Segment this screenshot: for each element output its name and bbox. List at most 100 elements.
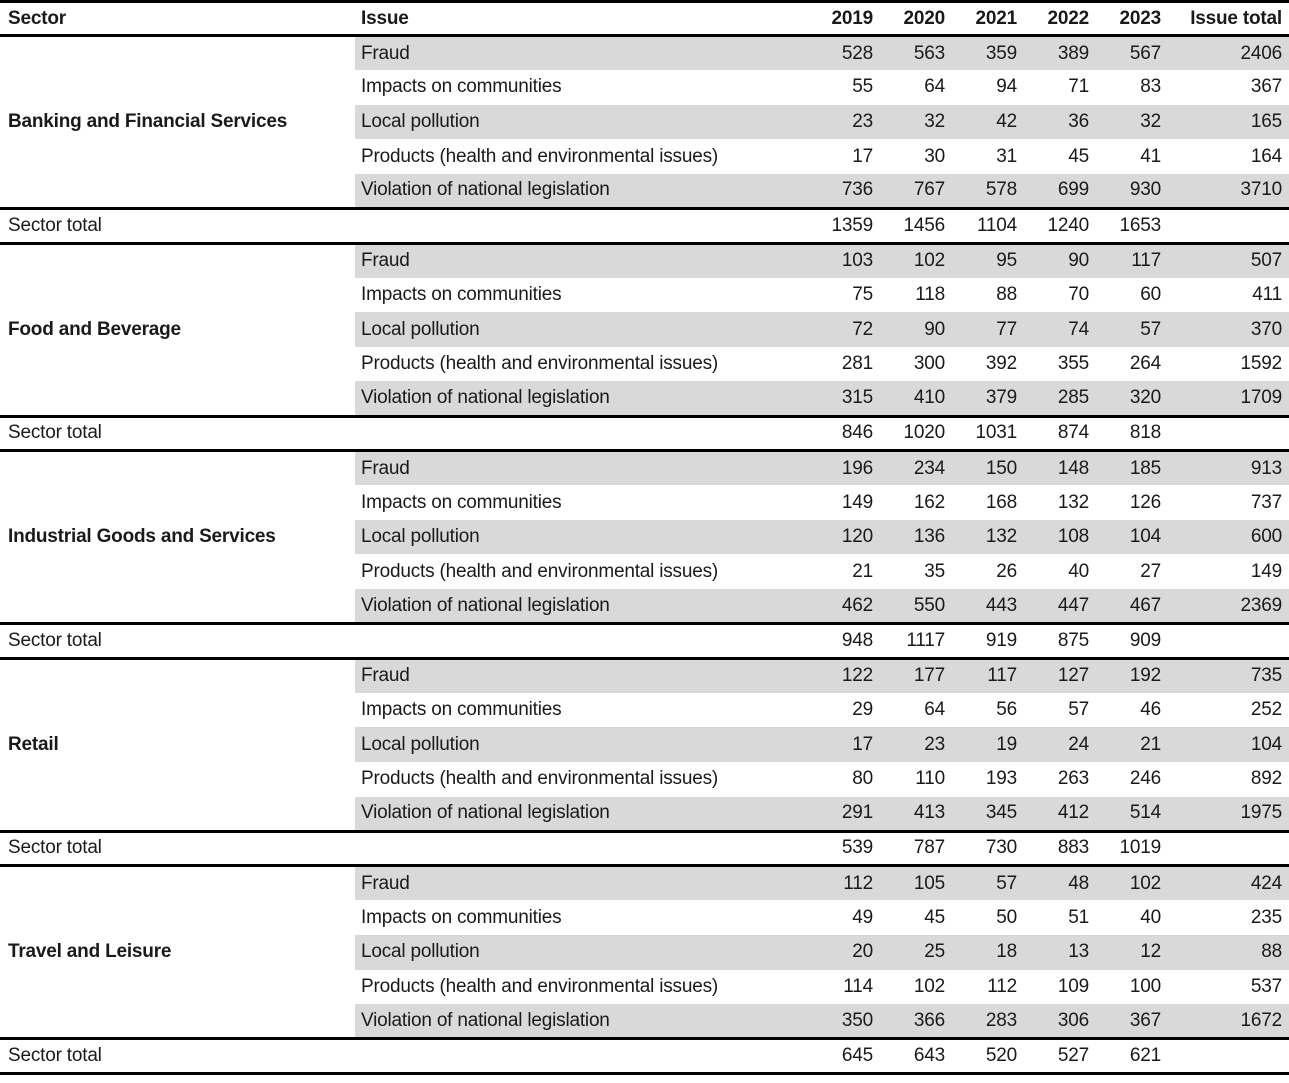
year-value-cell: 578 [952, 173, 1024, 209]
year-value-cell: 104 [1096, 519, 1168, 555]
year-value-cell: 699 [1024, 173, 1096, 209]
sector-cell: Travel and Leisure [0, 865, 355, 1039]
sector-total-value-cell: 846 [841, 422, 873, 444]
sector-total-row: Sector total 948 1117 919 875 909 [0, 623, 1289, 659]
year-value-cell: 17 [852, 145, 873, 167]
year-value-cell: 117 [952, 658, 1024, 693]
year-value-cell: 90 [1024, 243, 1096, 278]
issue-cell: Impacts on communities [361, 906, 562, 928]
issue-row: Banking and Financial Services Fraud 528 56… [0, 35, 1289, 209]
issue-cell: Products (health and environmental issue… [361, 975, 719, 997]
issue-row: Products (health and environmental issue… [0, 970, 1289, 1005]
year-value-cell: 185 [1096, 450, 1168, 486]
year-value-cell: 75 [852, 283, 873, 305]
issue-total-cell: 1709 [1168, 381, 1289, 417]
issue-total-cell: 88 [1168, 934, 1289, 970]
year-value-cell: 767 [880, 173, 952, 209]
issue-cell: Local pollution [355, 104, 810, 140]
year-value-cell: 64 [924, 699, 945, 721]
sector-total-value-cell: 1019 [1119, 837, 1162, 859]
issue-cell: Fraud [355, 450, 810, 486]
year-value-cell: 21 [1096, 727, 1168, 762]
issue-cell: Violation of national legislation [355, 173, 810, 209]
year-value-cell: 192 [1096, 658, 1168, 693]
year-value-cell: 108 [1024, 519, 1096, 555]
year-value-cell: 392 [985, 353, 1017, 375]
issue-cell: Fraud [355, 243, 810, 278]
year-value-cell: 132 [1057, 491, 1089, 513]
year-value-cell: 367 [1096, 1004, 1168, 1039]
issue-row: Travel and Leisure Fraud 112 105 57 48 102 424 [0, 865, 1289, 1039]
issue-total-cell: 370 [1168, 312, 1289, 347]
sector-total-value-cell: 539 [841, 837, 873, 859]
year-value-cell: 112 [810, 865, 880, 901]
year-value-cell: 25 [880, 934, 952, 970]
issue-cell: Products (health and environmental issue… [361, 353, 719, 375]
issue-total-cell: 411 [1252, 283, 1282, 305]
issue-total-cell: 737 [1250, 491, 1282, 513]
year-value-cell: 42 [952, 104, 1024, 140]
sector-total-empty-cell [1168, 208, 1289, 243]
sector-total-value-cell: 1359 [831, 214, 874, 236]
year-value-cell: 114 [843, 975, 873, 997]
sector-total-value-cell: 875 [1057, 629, 1089, 651]
issue-total-cell: 537 [1250, 975, 1282, 997]
col-header-2019: 2019 [831, 7, 874, 29]
issue-row: Violation of national legislation 315 410 3… [0, 381, 1289, 417]
year-value-cell: 17 [810, 727, 880, 762]
issue-total-cell: 2406 [1168, 35, 1289, 71]
issue-total-cell: 235 [1250, 906, 1282, 928]
issue-total-cell: 367 [1250, 76, 1282, 98]
sector-total-value-cell: 919 [985, 629, 1017, 651]
year-value-cell: 48 [1024, 865, 1096, 901]
year-value-cell: 18 [952, 934, 1024, 970]
issue-cell: Products (health and environmental issue… [361, 768, 719, 790]
year-value-cell: 136 [880, 519, 952, 555]
year-value-cell: 24 [1024, 727, 1096, 762]
year-value-cell: 51 [1068, 906, 1089, 928]
issue-row: Local pollution 23 32 42 36 32 165 [0, 104, 1289, 140]
issue-total-cell: 149 [1250, 560, 1282, 582]
year-value-cell: 70 [1068, 283, 1089, 305]
sector-total-value-cell: 520 [985, 1045, 1017, 1067]
year-value-cell: 23 [880, 727, 952, 762]
year-value-cell: 120 [810, 519, 880, 555]
issue-row: Local pollution 17 23 19 24 21 104 [0, 727, 1289, 762]
year-value-cell: 413 [880, 796, 952, 832]
issue-row: Products (health and environmental issue… [0, 139, 1289, 174]
sector-total-label-cell: Sector total [8, 629, 102, 651]
year-value-cell: 117 [1096, 243, 1168, 278]
sector-total-value-cell: 527 [1057, 1045, 1089, 1067]
year-value-cell: 118 [915, 283, 945, 305]
sector-total-value-cell: 1117 [906, 629, 945, 651]
year-value-cell: 132 [952, 519, 1024, 555]
sector-total-value-cell: 1031 [975, 422, 1018, 444]
sector-total-value-cell: 1104 [976, 214, 1017, 236]
issue-total-cell: 424 [1168, 865, 1289, 901]
sector-total-value-cell: 1240 [1047, 214, 1090, 236]
year-value-cell: 20 [810, 934, 880, 970]
issue-row: Impacts on communities 55 64 94 71 83 367 [0, 70, 1289, 105]
year-value-cell: 389 [1024, 35, 1096, 71]
sector-total-value-cell: 730 [985, 837, 1017, 859]
table-body: Banking and Financial Services Fraud 528 56… [0, 35, 1289, 1074]
issue-cell: Fraud [355, 35, 810, 71]
year-value-cell: 102 [880, 243, 952, 278]
year-value-cell: 32 [1096, 104, 1168, 140]
issue-total-cell: 104 [1168, 727, 1289, 762]
year-value-cell: 366 [880, 1004, 952, 1039]
issue-row: Food and Beverage Fraud 103 102 95 90 117 507 [0, 243, 1289, 417]
sector-total-row: Sector total 539 787 730 883 1019 [0, 831, 1289, 866]
issue-row: Violation of national legislation 350 366 2… [0, 1004, 1289, 1039]
year-value-cell: 30 [924, 145, 945, 167]
year-value-cell: 40 [1140, 906, 1161, 928]
year-value-cell: 291 [810, 796, 880, 832]
issue-cell: Violation of national legislation [355, 796, 810, 832]
year-value-cell: 27 [1140, 560, 1161, 582]
sector-total-row: Sector total 645 643 520 527 621 [0, 1038, 1289, 1074]
sector-cell: Food and Beverage [0, 243, 355, 417]
sector-total-empty-cell [1168, 624, 1289, 659]
issue-total-cell: 1592 [1240, 353, 1283, 375]
year-value-cell: 94 [996, 76, 1017, 98]
year-value-cell: 127 [1024, 658, 1096, 693]
